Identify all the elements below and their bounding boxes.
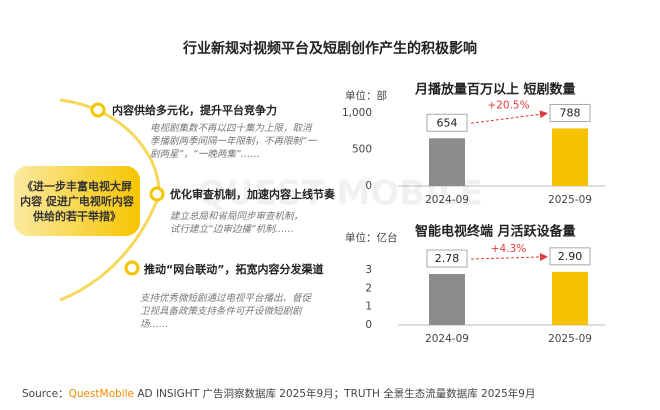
x-tick-label: 2025-09 — [548, 194, 592, 206]
page-title: 行业新规对视频平台及短剧创作产生的积极影响 — [183, 41, 477, 57]
y-tick-label: 2 — [365, 282, 372, 294]
x-tick-label: 2025-09 — [548, 333, 592, 345]
growth-label: +20.5% — [487, 99, 529, 111]
bar — [552, 271, 588, 325]
bar — [552, 128, 588, 186]
unit-label: 单位：亿台 — [345, 231, 398, 244]
bar — [429, 274, 465, 325]
value-label-box — [426, 249, 468, 268]
y-tick-label: 1,000 — [342, 107, 372, 119]
y-tick-label: 3 — [365, 264, 372, 276]
source-brand: QuestMobile — [68, 388, 134, 400]
arc — [59, 98, 161, 302]
value-label-box — [549, 103, 591, 122]
item-heading: 优化审查机制，加速内容上线节奏 — [170, 188, 335, 201]
source-rest: AD INSIGHT 广告洞察数据库 2025年9月；TRUTH 全景生态流量数… — [134, 388, 536, 400]
x-tick-label: 2024-09 — [425, 194, 469, 206]
source-prefix: Source： — [22, 388, 69, 400]
y-tick-label: 0 — [365, 319, 372, 331]
x-tick-label: 2024-09 — [425, 333, 469, 345]
value-label-box — [426, 113, 468, 132]
y-tick-label: 0 — [365, 180, 372, 192]
bullet — [149, 186, 165, 202]
value-label-box — [549, 247, 591, 266]
bullet — [124, 260, 140, 276]
value-label: 654 — [437, 116, 458, 129]
bullet — [90, 102, 106, 118]
item-heading: 推动“网台联动”，拓宽内容分发渠道 — [144, 263, 324, 276]
policy-text: 《进一步丰富电视大屏内容 促进广电视听内容供给的若干举措》 — [20, 179, 134, 223]
source: Source：QuestMobile AD INSIGHT 广告洞察数据库 20… — [22, 386, 535, 401]
item-heading: 内容供给多元化，提升平台竞争力 — [112, 104, 277, 117]
item-desc: 建立总局和省局同步审查机制，试行建立“边审边播”机制…… — [170, 211, 304, 235]
policy-box: 《进一步丰富电视大屏内容 促进广电视听内容供给的若干举措》 — [14, 166, 140, 236]
value-label: 788 — [560, 106, 581, 119]
growth-arrow — [470, 110, 548, 124]
chart-title: 月播放量百万以上 短剧数量 — [414, 82, 576, 98]
item-desc: 电视剧集数不再以四十集为上限，取消季播剧两季间隔一年限制，不再限制“一剧两星”，… — [150, 123, 317, 160]
value-label: 2.78 — [435, 252, 460, 265]
value-label: 2.90 — [558, 250, 583, 263]
chart-title: 智能电视终端 月活跃设备量 — [415, 224, 576, 240]
growth-arrow — [470, 253, 548, 262]
unit-label: 单位：部 — [345, 89, 387, 102]
bar — [429, 138, 465, 186]
y-tick-label: 1 — [365, 301, 372, 313]
item-desc: 支持优秀微短剧通过电视平台播出、督促卫视具备政策支持条件可开设微短剧剧场…… — [140, 293, 312, 330]
growth-label: +4.3% — [491, 243, 526, 255]
y-tick-label: 500 — [352, 144, 372, 156]
